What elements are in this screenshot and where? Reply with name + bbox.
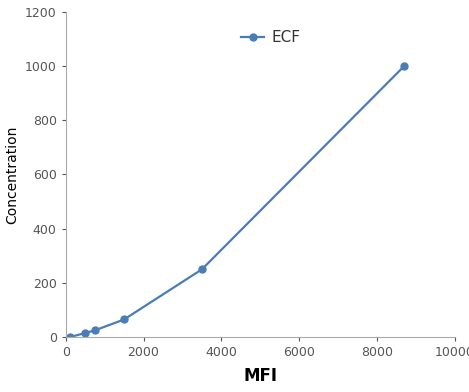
ECF bbox=[82, 331, 88, 336]
ECF bbox=[401, 64, 407, 68]
ECF bbox=[199, 267, 204, 272]
X-axis label: MFI: MFI bbox=[243, 367, 277, 385]
ECF bbox=[121, 317, 127, 322]
Line: ECF: ECF bbox=[66, 62, 408, 341]
Legend: ECF: ECF bbox=[237, 26, 305, 50]
ECF bbox=[67, 335, 72, 339]
ECF bbox=[92, 328, 98, 333]
Y-axis label: Concentration: Concentration bbox=[5, 125, 19, 223]
